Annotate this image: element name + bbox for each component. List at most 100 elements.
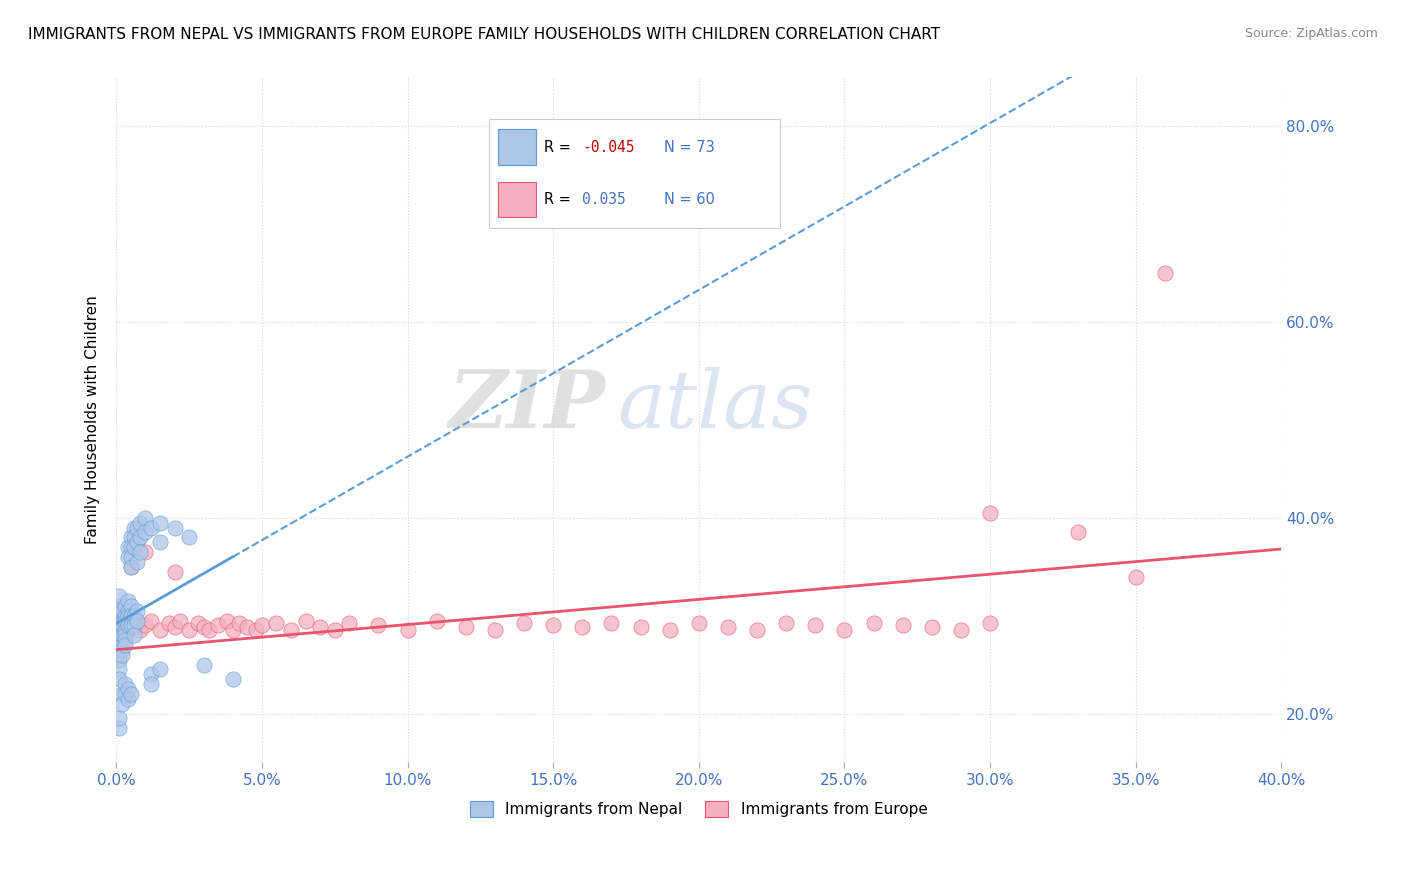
Point [114, 608, 136, 623]
Point [125, 535, 148, 549]
Point [117, 604, 139, 618]
Point [114, 599, 136, 613]
Point [108, 618, 131, 632]
Point [108, 643, 131, 657]
Text: atlas: atlas [617, 368, 813, 445]
Point [236, 620, 259, 634]
Point [120, 608, 142, 623]
Point [426, 614, 449, 628]
Point [215, 614, 238, 628]
Point [111, 697, 134, 711]
Point [222, 672, 245, 686]
Point [141, 520, 163, 534]
Point [120, 687, 142, 701]
Point [108, 633, 131, 648]
Point [134, 510, 156, 524]
Point [193, 657, 215, 672]
Point [114, 633, 136, 648]
Point [111, 614, 134, 628]
Point [1154, 266, 1177, 280]
Point [108, 614, 131, 628]
Point [120, 618, 142, 632]
Legend: Immigrants from Nepal, Immigrants from Europe: Immigrants from Nepal, Immigrants from E… [464, 795, 934, 823]
Point [979, 616, 1001, 631]
Point [177, 530, 200, 544]
Point [513, 616, 536, 631]
Point [111, 687, 134, 701]
Point [134, 545, 156, 559]
Point [111, 624, 134, 638]
Point [891, 618, 914, 632]
Point [108, 721, 131, 735]
Point [114, 628, 136, 642]
Point [745, 624, 768, 638]
Point [157, 616, 180, 631]
Point [337, 616, 360, 631]
Point [122, 628, 145, 642]
Point [122, 620, 145, 634]
Point [108, 599, 131, 613]
Point [111, 643, 134, 657]
Point [117, 608, 139, 623]
Point [245, 624, 267, 638]
Point [187, 616, 209, 631]
Point [921, 620, 943, 634]
Point [141, 819, 163, 833]
Point [128, 516, 150, 530]
Point [717, 620, 740, 634]
Point [367, 618, 389, 632]
Point [125, 555, 148, 569]
Point [117, 624, 139, 638]
Point [571, 620, 593, 634]
Point [108, 653, 131, 667]
Point [125, 604, 148, 618]
Point [122, 618, 145, 632]
Y-axis label: Family Households with Children: Family Households with Children [86, 295, 100, 544]
Point [108, 672, 131, 686]
Text: IMMIGRANTS FROM NEPAL VS IMMIGRANTS FROM EUROPE FAMILY HOUSEHOLDS WITH CHILDREN : IMMIGRANTS FROM NEPAL VS IMMIGRANTS FROM… [28, 27, 941, 42]
Point [1066, 525, 1088, 540]
Point [775, 616, 797, 631]
Point [117, 691, 139, 706]
Point [600, 616, 623, 631]
Point [541, 618, 564, 632]
Point [396, 624, 419, 638]
Point [120, 530, 142, 544]
Text: Source: ZipAtlas.com: Source: ZipAtlas.com [1244, 27, 1378, 40]
Point [222, 624, 245, 638]
Point [120, 540, 142, 554]
Point [177, 829, 200, 843]
Point [114, 614, 136, 628]
Point [149, 516, 172, 530]
Point [108, 624, 131, 638]
Point [111, 648, 134, 662]
Point [149, 663, 172, 677]
Point [125, 520, 148, 534]
Point [266, 616, 288, 631]
Point [117, 681, 139, 696]
Point [120, 809, 142, 823]
Point [111, 604, 134, 618]
Point [122, 530, 145, 544]
Point [141, 667, 163, 681]
Point [117, 540, 139, 554]
Point [163, 620, 186, 634]
Point [111, 628, 134, 642]
Point [198, 624, 221, 638]
Point [134, 525, 156, 540]
Point [141, 677, 163, 691]
Point [114, 638, 136, 652]
Point [979, 506, 1001, 520]
Point [169, 614, 191, 628]
Point [117, 594, 139, 608]
Point [658, 624, 681, 638]
Point [108, 608, 131, 623]
Point [163, 520, 186, 534]
Point [949, 624, 972, 638]
Point [207, 618, 229, 632]
Point [114, 677, 136, 691]
Point [108, 663, 131, 677]
Point [1125, 569, 1147, 583]
Point [862, 616, 884, 631]
Point [120, 614, 142, 628]
